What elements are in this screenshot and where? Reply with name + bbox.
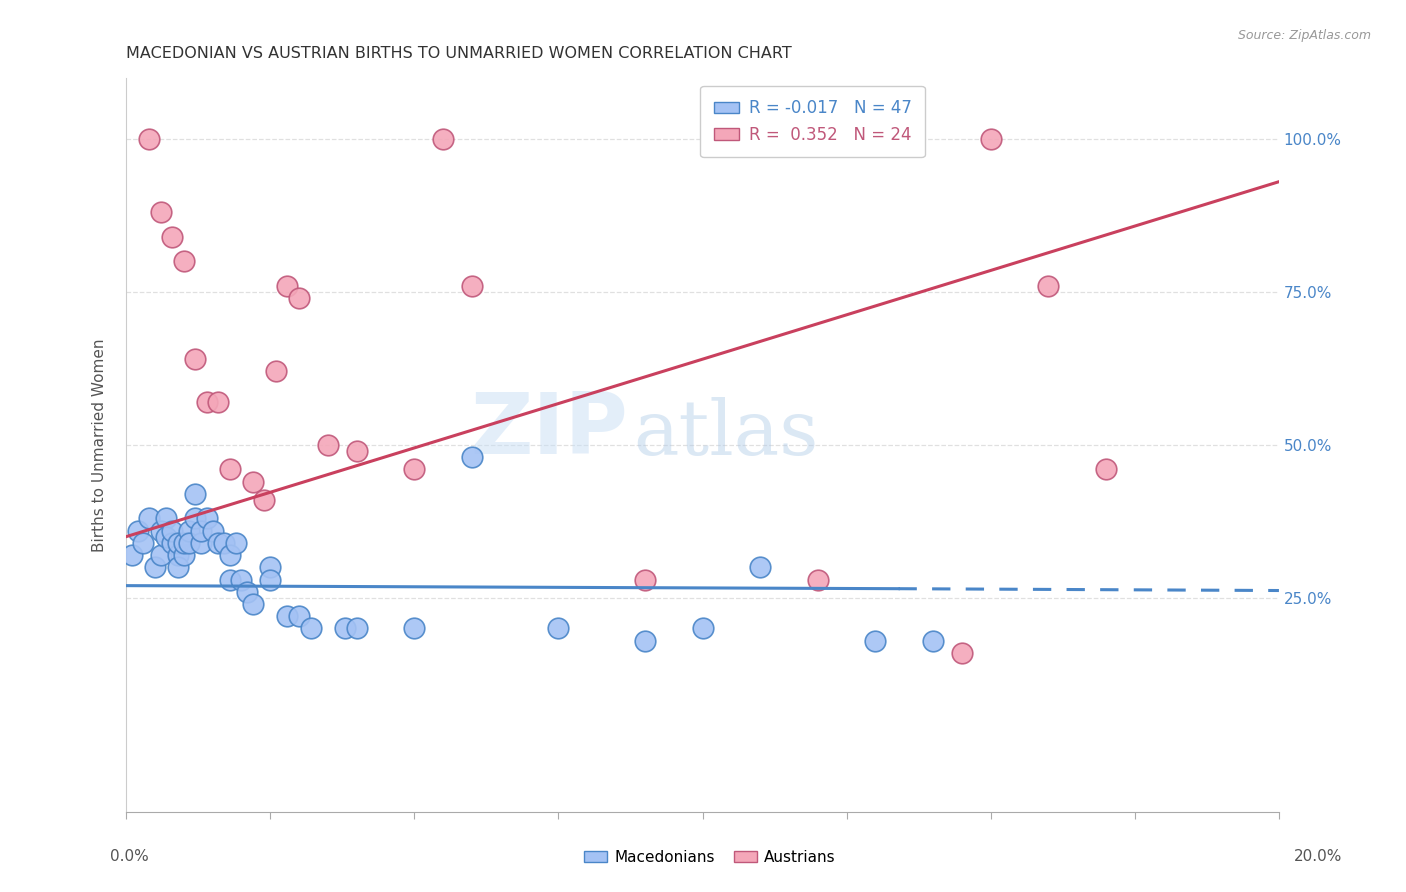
- Point: [253, 492, 276, 507]
- Point: [922, 633, 945, 648]
- Point: [121, 548, 143, 562]
- Point: [207, 536, 229, 550]
- Point: [160, 229, 183, 244]
- Point: [195, 395, 218, 409]
- Point: [288, 291, 311, 305]
- Point: [184, 352, 207, 367]
- Point: [149, 548, 172, 562]
- Point: [173, 536, 195, 550]
- Point: [236, 584, 259, 599]
- Text: atlas: atlas: [633, 397, 818, 471]
- Point: [242, 475, 264, 489]
- Point: [195, 511, 218, 525]
- Legend: R = -0.017   N = 47, R =  0.352   N = 24: R = -0.017 N = 47, R = 0.352 N = 24: [700, 86, 925, 157]
- Point: [173, 254, 195, 268]
- Point: [179, 536, 201, 550]
- Point: [634, 633, 657, 648]
- Point: [155, 530, 177, 544]
- Point: [461, 450, 484, 464]
- Point: [333, 622, 356, 636]
- Point: [264, 364, 287, 378]
- Point: [299, 622, 322, 636]
- Point: [461, 278, 484, 293]
- Point: [184, 487, 207, 501]
- Point: [160, 524, 183, 538]
- Point: [547, 622, 569, 636]
- Point: [288, 609, 311, 624]
- Legend: Macedonians, Austrians: Macedonians, Austrians: [578, 844, 842, 871]
- Point: [346, 622, 368, 636]
- Point: [167, 548, 190, 562]
- Point: [980, 132, 1002, 146]
- Point: [149, 524, 172, 538]
- Point: [127, 524, 149, 538]
- Point: [404, 462, 426, 476]
- Point: [749, 560, 772, 574]
- Point: [225, 536, 247, 550]
- Point: [950, 646, 973, 660]
- Point: [167, 536, 190, 550]
- Point: [179, 524, 201, 538]
- Point: [316, 438, 339, 452]
- Point: [259, 560, 281, 574]
- Point: [807, 573, 830, 587]
- Point: [1038, 278, 1060, 293]
- Point: [259, 573, 281, 587]
- Y-axis label: Births to Unmarried Women: Births to Unmarried Women: [93, 338, 107, 551]
- Text: Source: ZipAtlas.com: Source: ZipAtlas.com: [1237, 29, 1371, 42]
- Point: [432, 132, 454, 146]
- Point: [218, 573, 240, 587]
- Point: [201, 524, 224, 538]
- Point: [346, 444, 368, 458]
- Point: [218, 462, 240, 476]
- Point: [276, 278, 298, 293]
- Text: 20.0%: 20.0%: [1295, 849, 1343, 864]
- Point: [692, 622, 714, 636]
- Point: [155, 511, 177, 525]
- Point: [207, 395, 229, 409]
- Point: [132, 536, 155, 550]
- Text: MACEDONIAN VS AUSTRIAN BIRTHS TO UNMARRIED WOMEN CORRELATION CHART: MACEDONIAN VS AUSTRIAN BIRTHS TO UNMARRI…: [127, 46, 792, 62]
- Point: [231, 573, 253, 587]
- Point: [190, 536, 212, 550]
- Point: [218, 548, 240, 562]
- Point: [242, 597, 264, 611]
- Point: [138, 511, 160, 525]
- Point: [634, 573, 657, 587]
- Point: [160, 536, 183, 550]
- Point: [149, 205, 172, 219]
- Point: [404, 622, 426, 636]
- Point: [212, 536, 235, 550]
- Text: ZIP: ZIP: [470, 389, 627, 472]
- Point: [143, 560, 166, 574]
- Point: [184, 511, 207, 525]
- Point: [190, 524, 212, 538]
- Point: [167, 560, 190, 574]
- Text: 0.0%: 0.0%: [110, 849, 149, 864]
- Point: [865, 633, 887, 648]
- Point: [138, 132, 160, 146]
- Point: [1095, 462, 1118, 476]
- Point: [276, 609, 298, 624]
- Point: [173, 548, 195, 562]
